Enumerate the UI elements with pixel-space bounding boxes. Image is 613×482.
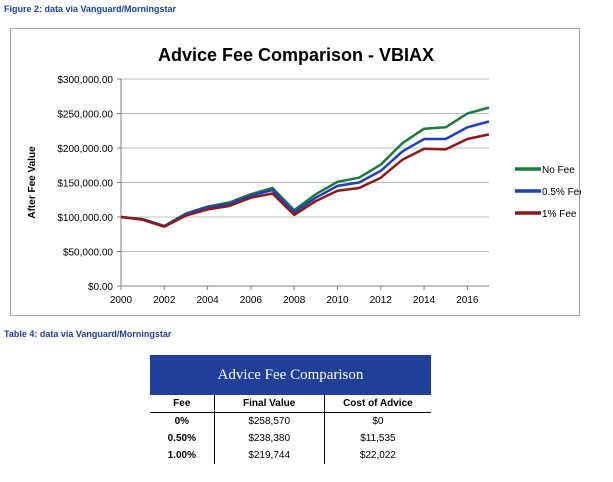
x-tick-label: 2004 (196, 295, 219, 306)
table-row: 0.50% $238,380 $11,535 (150, 430, 431, 447)
y-tick-label: $0.00 (88, 282, 113, 293)
chart-title: Advice Fee Comparison - VBIAX (158, 45, 434, 65)
series-line (120, 120, 490, 228)
legend-label: No Fee (542, 165, 575, 176)
legend-label: 1% Fee (542, 209, 577, 220)
y-tick-label: $300,000.00 (57, 75, 113, 86)
cost-cell: $22,022 (359, 450, 396, 461)
line-chart: Advice Fee Comparison - VBIAX $0.00 $50,00… (27, 45, 581, 306)
final-value-cell: $258,570 (214, 412, 325, 430)
x-tick-label: 2008 (283, 295, 306, 306)
final-value-cell: $219,744 (214, 447, 325, 464)
y-tick-label: $50,000.00 (63, 248, 113, 259)
y-tick-label: $150,000.00 (57, 179, 113, 190)
y-axis-label: After Fee Value (27, 146, 38, 219)
table-caption: Table 4: data via Vanguard/Morningstar (4, 329, 172, 339)
x-tick-label: 2016 (456, 295, 479, 306)
y-tick-label: $100,000.00 (57, 213, 113, 224)
fee-cell: 1.00% (150, 447, 215, 464)
table-title: Advice Fee Comparison (150, 355, 431, 395)
x-tick-label: 2010 (326, 295, 349, 306)
chart-frame: Advice Fee Comparison - VBIAX $0.00 $50,00… (10, 28, 581, 316)
legend-label: 0.5% Fee (542, 187, 581, 198)
x-tick-label: 2002 (153, 295, 176, 306)
x-tick-label: 2014 (413, 295, 436, 306)
table-row: 0% $258,570 $0 (150, 412, 431, 430)
table-row: 1.00% $219,744 $22,022 (150, 447, 431, 464)
x-tick-label: 2012 (370, 295, 393, 306)
header-fee: Fee (150, 395, 215, 413)
x-tick-label: 2000 (110, 295, 133, 306)
final-value-cell: $238,380 (214, 430, 325, 447)
advice-fee-table: Advice Fee Comparison Fee Final Value Co… (150, 355, 431, 464)
y-tick-label: $250,000.00 (57, 110, 113, 121)
fee-cell: 0% (150, 412, 215, 430)
cost-cell: $0 (372, 416, 384, 427)
series-line (120, 133, 490, 228)
x-tick-label: 2006 (240, 295, 263, 306)
header-final-value: Final Value (214, 395, 325, 413)
header-cost-of-advice: Cost of Advice (324, 395, 431, 413)
fee-cell: 0.50% (150, 430, 215, 447)
figure-caption: Figure 2: data via Vanguard/Morningstar (4, 4, 177, 14)
y-tick-label: $200,000.00 (57, 144, 113, 155)
cost-cell: $11,535 (360, 433, 396, 444)
